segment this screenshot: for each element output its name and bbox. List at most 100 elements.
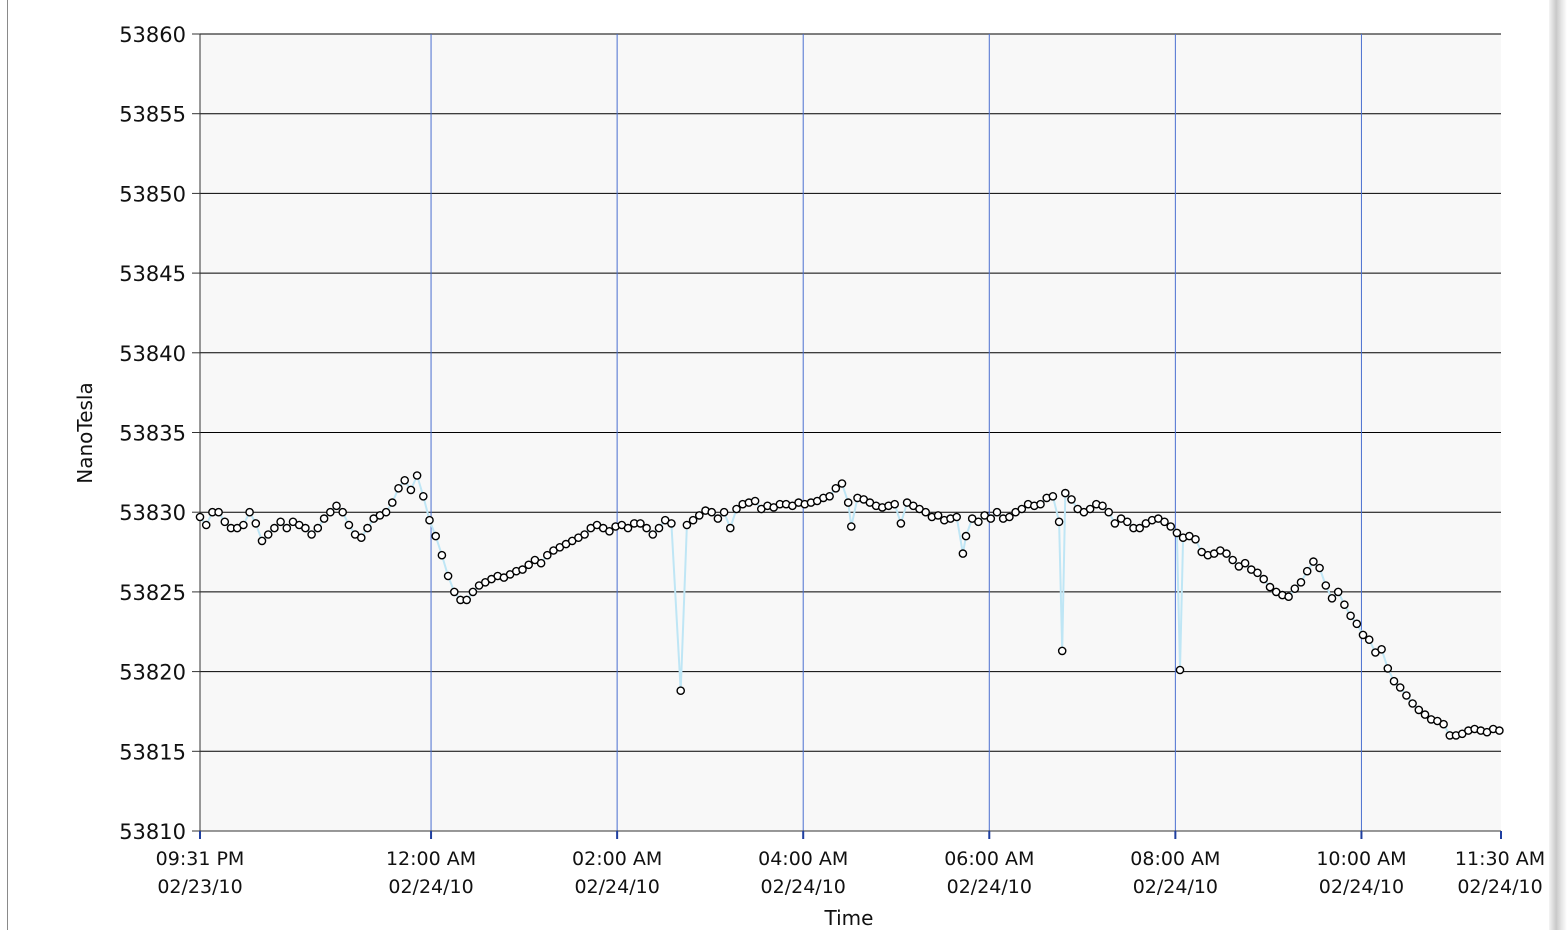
data-point <box>719 507 729 517</box>
data-point <box>890 499 900 509</box>
x-tick-label-date: 02/24/10 <box>388 876 473 898</box>
x-tick-label-date: 02/24/10 <box>761 876 846 898</box>
data-point <box>344 520 354 530</box>
data-point <box>667 519 676 528</box>
data-point <box>682 520 692 530</box>
data-point <box>307 530 316 539</box>
data-point <box>1104 507 1113 517</box>
data-point <box>394 483 403 493</box>
data-point <box>707 507 717 517</box>
data-point <box>251 519 261 528</box>
data-point <box>713 514 723 523</box>
data-point <box>1495 726 1504 735</box>
data-point <box>1284 592 1293 602</box>
x-tick-label-time: 08:00 AM <box>1130 848 1220 870</box>
data-point <box>400 475 410 485</box>
data-point <box>1408 699 1417 708</box>
data-point <box>443 571 453 581</box>
data-point <box>1057 646 1067 656</box>
data-point <box>1240 558 1250 568</box>
data-point <box>1389 676 1399 686</box>
data-point <box>825 491 834 501</box>
x-tick-label-time: 02:00 AM <box>572 848 662 870</box>
x-tick-label-time: 04:00 AM <box>758 848 848 870</box>
data-point <box>1061 488 1070 498</box>
data-point <box>1296 578 1306 587</box>
data-point <box>843 498 853 507</box>
data-point <box>1067 495 1076 504</box>
x-tick-label-time: 06:00 AM <box>944 848 1034 870</box>
y-tick-label: 53825 <box>119 581 186 605</box>
data-point <box>750 496 760 506</box>
data-point <box>1160 517 1169 527</box>
data-point <box>1364 635 1374 645</box>
data-point <box>974 517 983 527</box>
data-point <box>431 531 441 541</box>
data-point <box>363 523 372 533</box>
data-point <box>1352 619 1362 629</box>
data-point <box>961 531 971 541</box>
y-tick-label: 53850 <box>119 182 186 206</box>
data-point <box>301 523 310 533</box>
x-tick-label-date: 02/24/10 <box>1319 876 1404 898</box>
window-left-border <box>7 0 8 930</box>
data-point <box>952 512 962 522</box>
data-point <box>1135 523 1144 533</box>
y-tick-label: 53840 <box>119 342 186 366</box>
data-point <box>1110 519 1120 528</box>
x-tick-label-date: 02/24/10 <box>1133 876 1218 898</box>
data-point <box>921 507 931 517</box>
data-points <box>195 471 1504 740</box>
data-point <box>387 498 397 507</box>
data-point <box>695 511 704 520</box>
data-point <box>1054 517 1064 527</box>
data-point <box>580 530 589 539</box>
data-point <box>1302 566 1312 576</box>
data-point <box>1228 555 1237 565</box>
data-point <box>332 501 341 511</box>
data-point <box>1333 587 1343 597</box>
data-point <box>1123 517 1132 527</box>
data-point <box>325 507 335 517</box>
data-point <box>1340 600 1349 610</box>
data-point <box>356 533 366 543</box>
data-point <box>837 479 847 488</box>
data-point <box>1420 710 1430 719</box>
data-point <box>518 565 527 574</box>
data-point <box>1265 582 1275 592</box>
data-point <box>636 519 645 528</box>
x-tick-label-date: 02/24/10 <box>947 876 1032 898</box>
data-point <box>220 517 230 527</box>
data-point <box>1253 568 1262 578</box>
data-point <box>986 514 996 523</box>
data-point <box>648 530 658 539</box>
data-point <box>1439 719 1448 729</box>
data-point <box>847 522 856 531</box>
data-point <box>1315 563 1324 573</box>
data-point <box>425 515 434 525</box>
data-point <box>412 471 422 480</box>
x-tick-label-date: 02/23/10 <box>157 876 242 898</box>
data-point <box>896 519 906 528</box>
y-tick-label: 53810 <box>119 820 186 844</box>
data-point <box>1191 535 1200 544</box>
data-point <box>418 491 428 501</box>
data-point <box>1048 491 1058 501</box>
data-point <box>726 523 735 533</box>
data-point <box>201 520 211 530</box>
scrollbar-track[interactable] <box>1549 0 1567 930</box>
y-tick-label: 53820 <box>119 661 186 685</box>
data-point <box>406 485 416 495</box>
data-point <box>1395 683 1405 692</box>
data-point <box>1414 705 1424 715</box>
data-point <box>1383 664 1393 673</box>
data-point <box>319 514 329 523</box>
x-axis-title: Time <box>824 906 874 930</box>
x-tick-label-date: 02/24/10 <box>574 876 659 898</box>
data-point <box>195 512 205 522</box>
x-tick-label-time: 10:00 AM <box>1316 848 1406 870</box>
data-point <box>1358 630 1368 640</box>
x-tick-label-time: 11:30 AM <box>1455 848 1545 870</box>
x-tick-label-date: 02/24/10 <box>1457 876 1542 898</box>
data-point <box>1259 574 1268 584</box>
